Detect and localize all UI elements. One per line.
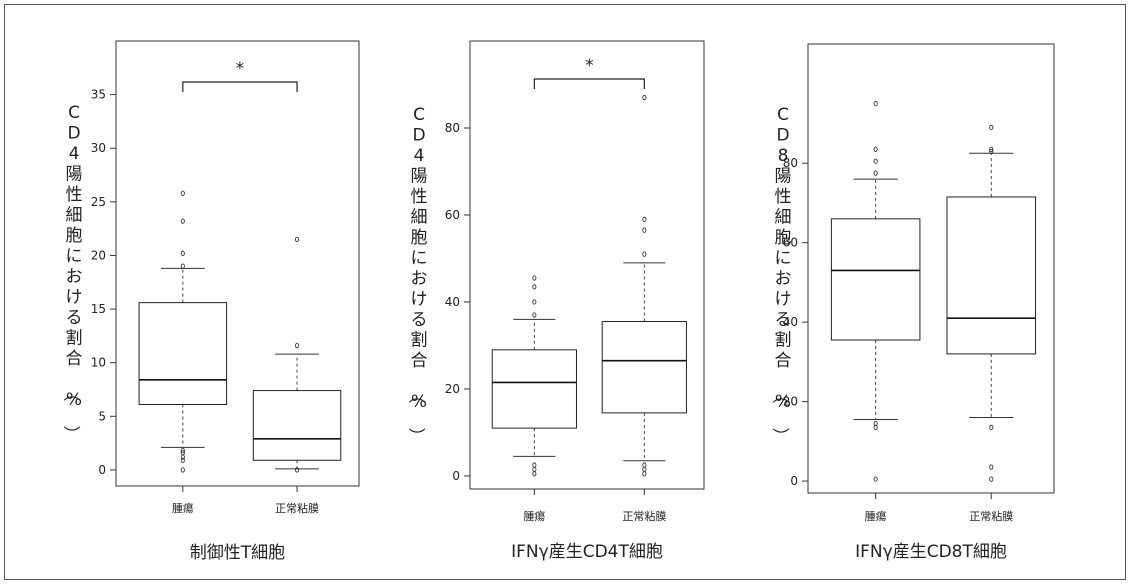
outlier-point xyxy=(180,218,185,224)
y-tick-label: 20 xyxy=(783,395,798,409)
outlier-point xyxy=(294,342,300,349)
outlier-point xyxy=(180,467,185,473)
y-tick-label: 20 xyxy=(445,382,460,396)
y-tick-label: 0 xyxy=(790,474,798,488)
iqr-box xyxy=(138,302,228,406)
boxplot-panel-2: 0 20 40 60 80 腫瘍 正常粘膜 * C D 4 陽性細胞における割合（%） IFNγ産生CD… xyxy=(406,40,705,562)
outlier-point xyxy=(873,158,878,164)
outlier-point xyxy=(532,462,537,468)
plot-frame xyxy=(807,43,1055,494)
y-tick-label: 80 xyxy=(445,121,460,135)
x-category-label: 腫瘍 xyxy=(523,509,545,523)
y-tick-label: 60 xyxy=(783,236,798,250)
box-normal-mucosa xyxy=(252,236,342,473)
outlier-point xyxy=(873,420,878,427)
x-category-label: 腫瘍 xyxy=(865,509,887,523)
y-tick-label: 0 xyxy=(98,463,106,477)
y-tick-label: 0 xyxy=(452,469,460,483)
y-tick-label: 40 xyxy=(445,295,460,309)
outlier-point xyxy=(989,476,994,482)
x-axis-title: IFNγ産生CD4T細胞 xyxy=(511,542,663,562)
y-tick-label: 5 xyxy=(98,409,106,423)
plot-frame xyxy=(115,40,360,487)
y-tick-label: 40 xyxy=(783,315,798,329)
box-tumor xyxy=(830,100,921,482)
y-axis-label: C D 4 陽性細胞における割合（%） xyxy=(61,103,83,443)
outlier-point xyxy=(532,466,537,473)
y-tick-label: 35 xyxy=(91,88,106,102)
x-category-label: 正常粘膜 xyxy=(275,501,319,515)
box-normal-mucosa xyxy=(946,124,1037,482)
iqr-box xyxy=(946,196,1037,355)
box-tumor xyxy=(138,190,228,473)
outlier-point xyxy=(642,94,647,101)
y-tick-label: 60 xyxy=(445,208,460,222)
outlier-point xyxy=(180,447,185,454)
y-tick-label: 80 xyxy=(783,156,798,170)
boxplot-panel-1: 0 5 10 15 20 25 30 35 腫瘍 正常粘膜 * C D 4 陽性細胞における割合（%） 制御性… xyxy=(61,40,360,563)
y-tick-label: 15 xyxy=(91,302,106,316)
boxplot-panel-3: 0 20 40 60 80 腫瘍 正常粘膜 C D 8 陽性細胞における割合（%） IFNγ産生CD8… xyxy=(770,43,1055,562)
significance-star: * xyxy=(236,59,245,79)
outlier-point xyxy=(180,454,185,460)
x-axis-title: 制御性T細胞 xyxy=(190,543,285,563)
outlier-point xyxy=(180,250,185,256)
outlier-point xyxy=(873,476,878,482)
x-category-label: 正常粘膜 xyxy=(969,509,1013,523)
outlier-point xyxy=(873,146,878,152)
significance-bracket xyxy=(533,78,645,89)
significance-star: * xyxy=(585,56,594,76)
outlier-point xyxy=(532,275,537,281)
outlier-point xyxy=(642,216,647,222)
outlier-point xyxy=(532,471,537,477)
figure-frame xyxy=(4,4,1126,580)
box-tumor xyxy=(491,275,577,477)
iqr-box xyxy=(601,321,687,414)
iqr-box xyxy=(491,349,577,429)
outlier-point xyxy=(180,263,185,269)
x-category-label: 腫瘍 xyxy=(172,501,194,515)
x-axis-title: IFNγ産生CD8T細胞 xyxy=(855,542,1007,562)
outlier-point xyxy=(989,424,994,431)
outlier-point xyxy=(532,312,537,318)
outlier-point xyxy=(642,471,647,477)
y-axis-label: C D 4 陽性細胞における割合（%） xyxy=(406,105,428,445)
x-category-label: 正常粘膜 xyxy=(622,509,666,523)
outlier-point xyxy=(873,100,878,107)
box-normal-mucosa xyxy=(601,94,687,477)
outlier-point xyxy=(989,148,994,154)
outlier-point xyxy=(642,251,647,257)
outlier-point xyxy=(989,464,994,470)
outlier-point xyxy=(989,124,994,131)
outlier-point xyxy=(989,146,994,152)
iqr-box xyxy=(252,390,342,461)
y-tick-label: 10 xyxy=(91,356,106,370)
outlier-point xyxy=(294,467,300,473)
outlier-point xyxy=(180,190,185,196)
outlier-point xyxy=(642,462,647,468)
iqr-box xyxy=(830,218,921,341)
y-tick-label: 20 xyxy=(91,248,106,262)
outlier-point xyxy=(294,236,300,243)
outlier-point xyxy=(532,284,537,290)
outlier-point xyxy=(642,466,647,473)
y-axis-label: C D 8 陽性細胞における割合（%） xyxy=(770,105,792,445)
outlier-point xyxy=(642,227,647,233)
outlier-point xyxy=(532,299,537,305)
y-tick-label: 25 xyxy=(91,195,106,209)
plot-frame xyxy=(469,40,705,490)
outlier-point xyxy=(873,170,878,176)
significance-bracket xyxy=(182,81,298,92)
y-tick-label: 30 xyxy=(91,141,106,155)
outlier-point xyxy=(180,457,185,463)
